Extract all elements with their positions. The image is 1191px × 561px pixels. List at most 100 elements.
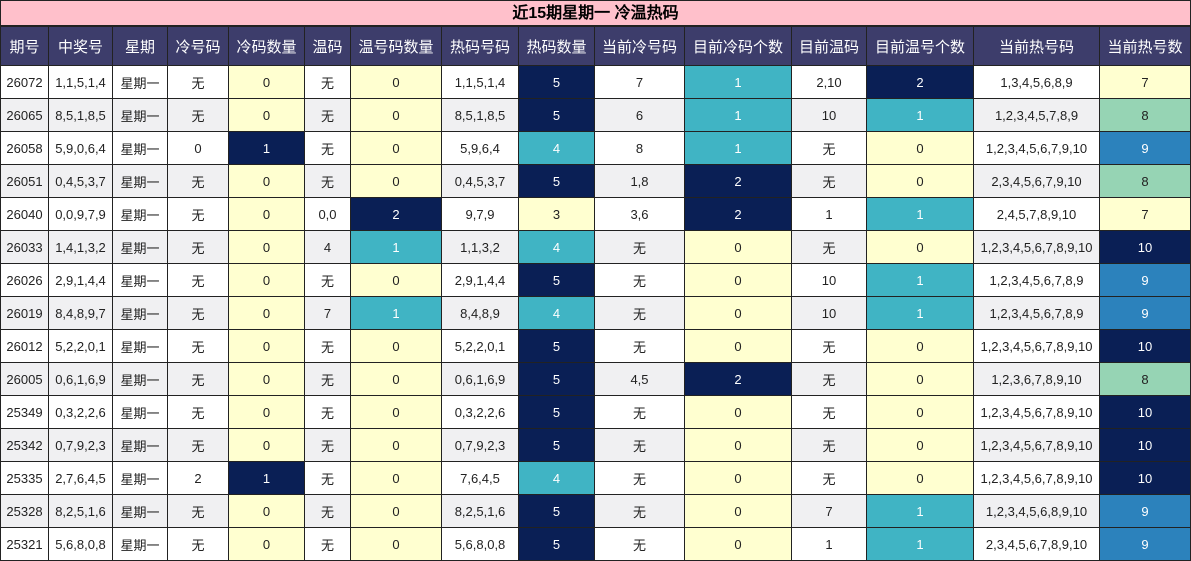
table-cell: 1: [866, 494, 974, 528]
table-cell: 5: [518, 263, 595, 297]
table-cell: 0,4,5,3,7: [441, 164, 519, 198]
table-cell: 5,6,8,0,8: [48, 527, 113, 561]
table-cell: 星期一: [112, 98, 168, 132]
table-cell: 无: [594, 296, 685, 330]
table-cell: 1: [866, 197, 974, 231]
column-header: 目前冷码个数: [684, 26, 792, 66]
table-cell: 0: [350, 494, 442, 528]
table-cell: 0: [866, 329, 974, 363]
table-cell: 无: [167, 230, 229, 264]
table-row: 26051 0,4,5,3,7 星期一无 0 无 0 0,4,5,3,7 5 1,8 2 无 0 2,3…: [0, 164, 1191, 198]
column-header: 热码数量: [518, 26, 595, 66]
header-row: 期号 中奖号 星期 冷号码 冷码数量 温码 温号码数量 热码号码 热码数量 当前冷号码 目前冷码个数…: [0, 26, 1191, 66]
table-cell: 星期一: [112, 461, 168, 495]
table-cell: 8: [1099, 362, 1191, 396]
table-cell: 5: [518, 164, 595, 198]
table-cell: 0: [228, 263, 305, 297]
table-cell: 2,9,1,4,4: [48, 263, 113, 297]
table-cell: 1,2,3,4,5,7,8,9: [973, 98, 1100, 132]
table-cell: 2,3,4,5,6,7,9,10: [973, 164, 1100, 198]
table-cell: 2,9,1,4,4: [441, 263, 519, 297]
table-cell: 25335: [0, 461, 49, 495]
table-cell: 0: [684, 527, 792, 561]
table-cell: 无: [167, 428, 229, 462]
table-cell: 无: [167, 329, 229, 363]
table-cell: 无: [304, 395, 351, 429]
table-cell: 0: [684, 263, 792, 297]
table-cell: 无: [167, 263, 229, 297]
table-cell: 26040: [0, 197, 49, 231]
table-cell: 1,2,3,4,5,6,7,8,9: [973, 296, 1100, 330]
table-cell: 25321: [0, 527, 49, 561]
table-cell: 2: [684, 362, 792, 396]
table-row: 26040 0,0,9,7,9 星期一无 0 0,0 2 9,7,9 3 3,6 2 1 1 2,4,5…: [0, 197, 1191, 231]
table-cell: 26051: [0, 164, 49, 198]
table-cell: 0: [350, 98, 442, 132]
table-title: 近15期星期一 冷温热码: [0, 0, 1191, 26]
table-cell: 5: [518, 65, 595, 99]
table-cell: 4: [304, 230, 351, 264]
table-row: 25349 0,3,2,2,6 星期一无 0 无 0 0,3,2,2,6 5 无 0 无 0 1,2,3…: [0, 395, 1191, 429]
table-cell: 无: [791, 362, 867, 396]
table-cell: 4: [518, 296, 595, 330]
table-cell: 无: [594, 461, 685, 495]
table-cell: 25349: [0, 395, 49, 429]
table-cell: 5: [518, 329, 595, 363]
table-cell: 无: [167, 395, 229, 429]
table-cell: 1,2,3,6,7,8,9,10: [973, 362, 1100, 396]
table-cell: 1,2,3,4,5,6,7,8,9: [973, 263, 1100, 297]
column-header: 中奖号: [48, 26, 113, 66]
table-cell: 0: [866, 461, 974, 495]
table-cell: 26058: [0, 131, 49, 165]
column-header: 温码: [304, 26, 351, 66]
table-cell: 9: [1099, 263, 1191, 297]
table-cell: 0: [167, 131, 229, 165]
table-cell: 8,4,8,9: [441, 296, 519, 330]
table-cell: 9: [1099, 131, 1191, 165]
table-cell: 无: [167, 65, 229, 99]
table-cell: 5: [518, 494, 595, 528]
table-cell: 1,2,3,4,5,6,7,8,9,10: [973, 461, 1100, 495]
table-cell: 1: [350, 296, 442, 330]
table-cell: 0,0,9,7,9: [48, 197, 113, 231]
table-cell: 8,4,8,9,7: [48, 296, 113, 330]
table-cell: 0: [228, 527, 305, 561]
table-cell: 26065: [0, 98, 49, 132]
table-row: 26019 8,4,8,9,7 星期一无 0 7 1 8,4,8,9 4 无 0 10 1 1,2,3,…: [0, 296, 1191, 330]
table-cell: 0: [350, 131, 442, 165]
table-cell: 10: [1099, 428, 1191, 462]
table-cell: 1: [684, 131, 792, 165]
table-cell: 0: [684, 230, 792, 264]
table-cell: 0: [350, 263, 442, 297]
table-cell: 8,2,5,1,6: [441, 494, 519, 528]
table-cell: 无: [167, 98, 229, 132]
table-cell: 0,3,2,2,6: [48, 395, 113, 429]
table-cell: 无: [304, 131, 351, 165]
table-cell: 无: [167, 197, 229, 231]
table-cell: 10: [1099, 329, 1191, 363]
table-cell: 2: [684, 197, 792, 231]
table-cell: 0,6,1,6,9: [441, 362, 519, 396]
table-cell: 0: [228, 362, 305, 396]
table-cell: 25342: [0, 428, 49, 462]
table-row: 26012 5,2,2,0,1 星期一无 0 无 0 5,2,2,0,1 5 无 0 无 0 1,2,3…: [0, 329, 1191, 363]
table-cell: 4: [518, 131, 595, 165]
table-cell: 4,5: [594, 362, 685, 396]
table-cell: 1: [684, 98, 792, 132]
table-cell: 星期一: [112, 329, 168, 363]
table-cell: 5,2,2,0,1: [441, 329, 519, 363]
table-cell: 无: [791, 329, 867, 363]
table-cell: 0: [866, 395, 974, 429]
table-cell: 4: [518, 230, 595, 264]
table-cell: 0: [228, 65, 305, 99]
table-cell: 无: [304, 362, 351, 396]
table-cell: 7: [304, 296, 351, 330]
table-cell: 0: [684, 296, 792, 330]
table-cell: 星期一: [112, 263, 168, 297]
table-cell: 1: [866, 98, 974, 132]
table-row: 26033 1,4,1,3,2 星期一无 0 4 1 1,1,3,2 4 无 0 无 0 1,2,3,4…: [0, 230, 1191, 264]
table-cell: 9: [1099, 527, 1191, 561]
table-cell: 2: [350, 197, 442, 231]
table-cell: 3: [518, 197, 595, 231]
